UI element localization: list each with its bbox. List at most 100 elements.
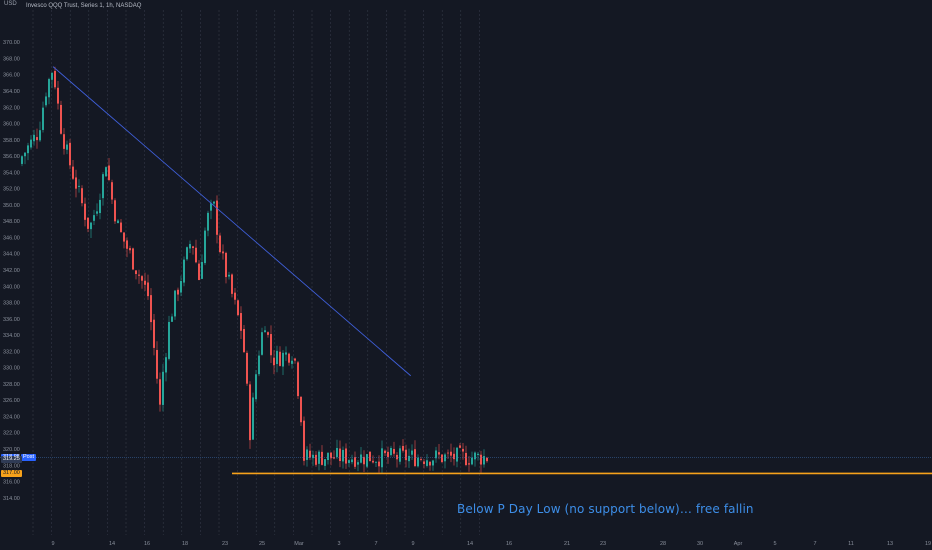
candle-body xyxy=(378,461,380,467)
candle-body xyxy=(207,212,209,231)
y-tick-label: 338.00 xyxy=(3,301,20,307)
candle-body xyxy=(198,263,200,280)
candle-body xyxy=(21,156,23,164)
post-label-tag: Post xyxy=(21,453,37,461)
x-tick-label: 13 xyxy=(887,541,893,547)
candle-body xyxy=(126,240,128,249)
candle-body xyxy=(129,248,131,251)
y-tick-label: 358.00 xyxy=(3,138,20,144)
candle-body xyxy=(441,454,443,463)
candle-body xyxy=(222,251,224,254)
y-tick-label: 320.00 xyxy=(3,447,20,453)
candle-body xyxy=(444,454,446,462)
candle-body xyxy=(327,452,329,460)
candle-body xyxy=(366,454,368,467)
candle-body xyxy=(186,247,188,260)
price-axis: 370.00 368.00 366.00 364.00 362.00 360.00 358.… xyxy=(3,40,20,502)
y-tick-label: 336.00 xyxy=(3,317,20,323)
x-tick-label: 14 xyxy=(109,541,115,547)
y-tick-label: 360.00 xyxy=(3,122,20,128)
y-tick-label: 362.00 xyxy=(3,105,20,111)
candle-body xyxy=(210,203,212,211)
y-tick-label: 350.00 xyxy=(3,203,20,209)
candle-body xyxy=(393,448,395,454)
candle-body xyxy=(75,177,77,189)
candle-body xyxy=(252,397,254,440)
candle-body xyxy=(171,316,173,322)
candle-body xyxy=(162,371,164,405)
y-tick-label: 334.00 xyxy=(3,333,20,339)
candle-body xyxy=(108,165,110,181)
candle-body xyxy=(315,454,317,465)
candle-body xyxy=(192,246,194,249)
candle-body xyxy=(405,449,407,461)
candle-body xyxy=(270,334,272,356)
y-tick-label: 332.00 xyxy=(3,349,20,355)
candle-body xyxy=(159,379,161,405)
candle-body xyxy=(414,449,416,467)
y-tick-label: 324.00 xyxy=(3,414,20,420)
candle-body xyxy=(249,384,251,441)
candle-body xyxy=(147,282,149,297)
y-tick-label: 340.00 xyxy=(3,284,20,290)
candle-body xyxy=(345,448,347,464)
x-tick-label: 7 xyxy=(374,541,377,547)
candle-body xyxy=(303,420,305,461)
x-tick-label: Mar xyxy=(294,541,304,547)
support-price-tag: 317.00 xyxy=(1,469,22,477)
candle-body xyxy=(165,357,167,373)
candle-body xyxy=(276,350,278,365)
candle-body xyxy=(48,79,50,98)
y-tick-label: 326.00 xyxy=(3,398,20,404)
y-tick-label: 342.00 xyxy=(3,268,20,274)
candle-body xyxy=(120,222,122,233)
descending-trendline[interactable] xyxy=(52,66,411,377)
candle-body xyxy=(486,457,488,462)
y-tick-label: 344.00 xyxy=(3,252,20,258)
chart-annotation: Below P Day Low (no support below)… free… xyxy=(457,502,754,516)
candle-body xyxy=(399,448,401,462)
candle-body xyxy=(318,451,320,464)
candle-body xyxy=(213,201,215,204)
y-tick-label: 322.00 xyxy=(3,431,20,437)
candle-body xyxy=(402,445,404,451)
candle-body xyxy=(168,321,170,359)
chart-title: Invesco QQQ Trust, Series 1, 1h, NASDAQ xyxy=(26,3,142,9)
session-gridlines xyxy=(32,10,480,535)
candle-body xyxy=(72,166,74,179)
candle-body xyxy=(84,203,86,220)
candle-body xyxy=(144,280,146,285)
candle-body xyxy=(216,200,218,235)
candle-body xyxy=(375,461,377,463)
candle-body xyxy=(219,235,221,253)
candle-body xyxy=(309,450,311,458)
x-tick-label: 14 xyxy=(467,541,473,547)
candle-body xyxy=(69,142,71,166)
candle-body xyxy=(321,451,323,465)
candle-body xyxy=(51,72,53,80)
candle-body xyxy=(408,455,410,462)
candle-body xyxy=(156,349,158,379)
candle-body xyxy=(150,295,152,323)
candle-body xyxy=(111,182,113,200)
candle-body xyxy=(66,144,68,150)
candle-body xyxy=(204,230,206,264)
y-tick-label: 348.00 xyxy=(3,219,20,225)
candle-body xyxy=(57,87,59,104)
candle-body xyxy=(141,276,143,281)
x-tick-label: Apr xyxy=(734,541,743,547)
candle-body xyxy=(45,96,47,106)
candle-body xyxy=(339,448,341,461)
candle-body xyxy=(99,199,101,214)
x-tick-label: 7 xyxy=(813,541,816,547)
y-tick-label: 354.00 xyxy=(3,170,20,176)
candle-body xyxy=(33,134,35,142)
candle-body xyxy=(438,452,440,455)
candle-body xyxy=(279,351,281,366)
candle-body xyxy=(297,362,299,397)
candle-body xyxy=(234,292,236,300)
y-tick-label: 318.00 xyxy=(3,463,20,469)
candle-body xyxy=(432,460,434,466)
candle-body xyxy=(201,262,203,279)
